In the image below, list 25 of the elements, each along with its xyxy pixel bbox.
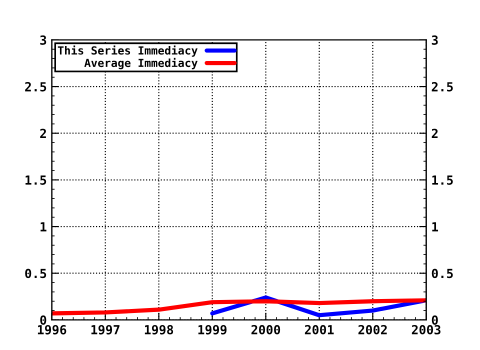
y-tick-label: 1 xyxy=(40,222,46,232)
y2-tick-label: 1 xyxy=(432,222,438,232)
y2-tick-label: 3 xyxy=(432,35,438,45)
y-tick-label: 1.5 xyxy=(26,176,46,185)
y-tick-label: 0.5 xyxy=(25,268,46,278)
x-tick-label: 1997 xyxy=(91,325,120,334)
y-tick-label: 3 xyxy=(40,35,46,45)
legend-label: Average Immediacy xyxy=(84,58,198,70)
x-tick-label: 2003 xyxy=(412,324,440,334)
x-tick-label: 2001 xyxy=(304,324,334,334)
x-tick-label: 2002 xyxy=(358,324,387,334)
y2-tick-label: 1.5 xyxy=(432,176,453,185)
x-tick-label: 2000 xyxy=(251,324,280,334)
x-tick-label: 1998 xyxy=(144,324,174,334)
legend-label: This Series Immediacy xyxy=(58,45,198,57)
y2-tick-label: 0.5 xyxy=(432,268,453,278)
line-series xyxy=(52,298,426,316)
y-tick-label: 0 xyxy=(40,315,46,325)
y2-tick-label: 2.5 xyxy=(432,82,453,92)
y2-tick-label: 2 xyxy=(432,128,438,138)
x-tick-label: 1996 xyxy=(38,324,66,334)
x-tick-label: 1999 xyxy=(198,325,227,334)
y2-tick-label: 0 xyxy=(432,315,438,325)
y-tick-label: 2.5 xyxy=(25,82,46,92)
y-tick-label: 2 xyxy=(40,128,46,138)
